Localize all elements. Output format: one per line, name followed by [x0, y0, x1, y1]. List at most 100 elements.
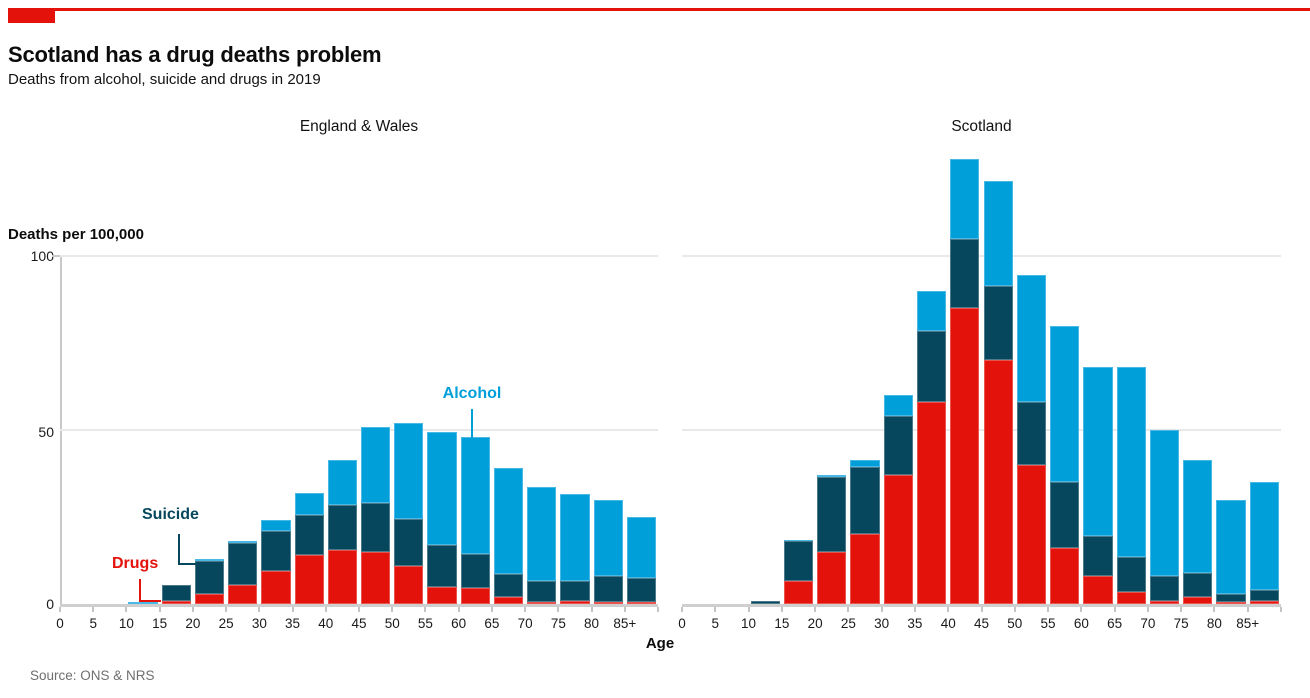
bar-alcohol-age-45 — [983, 181, 1013, 286]
bar-suicide-age-55 — [1050, 482, 1080, 549]
bar-drugs-age-55 — [1050, 548, 1080, 604]
bar-suicide-age-45 — [983, 285, 1013, 361]
suicide-pointer-line — [178, 534, 180, 565]
x-axis-tick — [947, 607, 950, 612]
x-axis-tick — [324, 607, 327, 612]
bar-drugs-age-35 — [294, 555, 324, 604]
top-rule — [8, 8, 1310, 11]
bar-drugs-age-55 — [427, 586, 457, 604]
source-note: Source: ONS & NRS — [30, 668, 155, 683]
x-axis-tick — [457, 607, 460, 612]
bar-suicide-age-15 — [161, 584, 191, 601]
x-tick-label: 60 — [451, 616, 467, 631]
x-tick-label: 50 — [1007, 616, 1023, 631]
panel-title-scotland: Scotland — [951, 118, 1012, 135]
x-axis-tick — [1113, 607, 1116, 612]
y-tick-label-0: 0 — [46, 596, 54, 612]
bar-suicide-age-40 — [327, 504, 357, 551]
x-axis-tick — [1047, 607, 1050, 612]
bar-alcohol-age-65 — [1116, 367, 1146, 558]
bar-suicide-age-80 — [593, 576, 623, 603]
bar-drugs-age-25 — [850, 534, 880, 604]
x-axis-tick — [657, 607, 659, 612]
bar-suicide-age-20 — [194, 560, 225, 594]
x-tick-label: 10 — [741, 616, 757, 631]
panel-title-england-wales: England & Wales — [299, 118, 419, 135]
gridline-100 — [682, 255, 1281, 257]
x-tick-label: 45 — [351, 616, 367, 631]
x-tick-label: 45 — [973, 616, 990, 631]
bar-alcohol-age-60 — [460, 436, 490, 554]
x-axis-line — [682, 604, 1281, 607]
bar-suicide-age-65 — [1116, 557, 1146, 592]
bar-alcohol-age-25 — [228, 541, 258, 544]
bar-alcohol-age-25 — [850, 459, 880, 467]
bar-suicide-age-35 — [916, 330, 947, 403]
bar-suicide-age-50 — [394, 518, 424, 566]
bar-drugs-age-60 — [460, 588, 490, 604]
bar-suicide-age-30 — [883, 416, 913, 476]
x-tick-label: 25 — [218, 616, 234, 631]
x-axis-tick — [225, 607, 228, 612]
x-tick-label: 80 — [1206, 616, 1222, 631]
bar-alcohol-age-60 — [1083, 367, 1113, 537]
plot-england-wales: 0 5 10 15 20 25 30 35 40 45 50 55 60 65 70 75 80 85+ — [56, 150, 659, 631]
bar-drugs-age-20 — [817, 551, 847, 604]
x-axis-tick — [913, 607, 916, 612]
bar-suicide-age-45 — [361, 503, 391, 552]
x-axis-tick — [980, 607, 983, 612]
x-tick-label: 65 — [484, 616, 500, 631]
x-tick-label: 60 — [1073, 616, 1089, 631]
x-axis-tick — [424, 607, 427, 612]
x-tick-label: 5 — [711, 616, 720, 631]
bar-drugs-age-80 — [1216, 602, 1246, 604]
x-axis-line — [60, 604, 658, 607]
gridline-50 — [60, 429, 658, 431]
x-tick-label: 80 — [584, 616, 600, 631]
bar-drugs-age-40 — [950, 308, 980, 604]
bar-drugs-age-15 — [783, 581, 814, 604]
x-axis-tick — [258, 607, 261, 612]
x-tick-label: 75 — [550, 616, 566, 631]
bar-suicide-age-15 — [783, 541, 814, 582]
bar-drugs-age-85+ — [1249, 600, 1279, 604]
bar-alcohol-age-70 — [1149, 430, 1180, 577]
drugs-pointer-elbow — [139, 600, 161, 602]
x-axis-tick — [780, 607, 783, 612]
bar-alcohol-age-10 — [128, 602, 158, 604]
x-tick-label: 65 — [1107, 616, 1123, 631]
bar-alcohol-age-45 — [361, 426, 391, 504]
x-axis-tick — [747, 607, 750, 612]
bar-alcohol-age-40 — [327, 459, 357, 505]
x-axis-tick — [291, 607, 294, 612]
bar-drugs-age-65 — [493, 597, 524, 604]
x-tick-label: 0 — [56, 616, 64, 631]
x-tick-label: 15 — [152, 616, 168, 631]
bar-alcohol-age-65 — [493, 468, 524, 575]
bar-alcohol-age-85+ — [626, 517, 656, 578]
bar-drugs-age-75 — [560, 600, 590, 604]
x-tick-label: 25 — [840, 616, 856, 631]
bar-suicide-age-80 — [1216, 593, 1246, 603]
x-axis-tick — [59, 607, 61, 612]
bar-suicide-age-85+ — [626, 577, 656, 603]
bar-suicide-age-60 — [460, 553, 490, 589]
bar-suicide-age-35 — [294, 515, 324, 556]
bar-drugs-age-35 — [916, 402, 947, 604]
suicide-pointer-elbow — [178, 563, 197, 565]
x-axis-tick — [880, 607, 883, 612]
x-axis-tick — [391, 607, 394, 612]
bar-suicide-age-85+ — [1249, 590, 1279, 601]
bar-suicide-age-25 — [850, 466, 880, 535]
x-tick-label: 40 — [940, 616, 956, 631]
bar-alcohol-age-75 — [560, 494, 590, 582]
x-tick-label: 20 — [807, 616, 823, 631]
chart-subtitle: Deaths from alcohol, suicide and drugs i… — [8, 71, 321, 88]
bar-alcohol-age-50 — [394, 423, 424, 519]
bar-suicide-age-75 — [1183, 572, 1213, 598]
bar-drugs-age-85+ — [626, 602, 656, 604]
bar-drugs-age-40 — [327, 550, 357, 604]
alcohol-pointer-line — [471, 409, 473, 438]
drugs-pointer-line — [139, 579, 141, 602]
bar-drugs-age-45 — [361, 551, 391, 604]
